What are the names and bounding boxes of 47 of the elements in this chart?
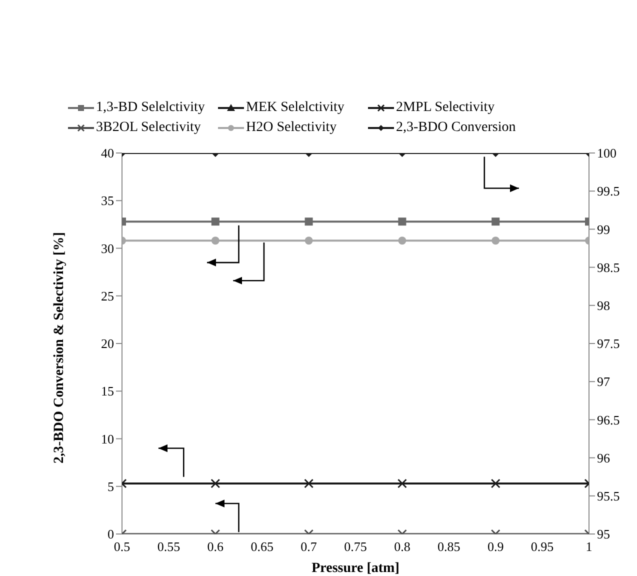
x-tick-label: 0.95 xyxy=(530,539,554,554)
point xyxy=(304,236,313,245)
y2-tick-label: 99.5 xyxy=(597,184,620,199)
x-tick-label: 1 xyxy=(586,539,592,554)
y2-tick-label: 96 xyxy=(597,450,610,466)
x-axis-title: Pressure [atm] xyxy=(312,561,400,576)
y-tick-label: 25 xyxy=(101,288,114,304)
legend-label: H2O Selectivity xyxy=(246,120,337,136)
y-tick-label: 0 xyxy=(108,526,114,542)
point xyxy=(398,236,406,245)
point xyxy=(492,218,500,226)
legend-label: 2,3-BDO Conversion xyxy=(396,120,516,136)
y2-tick-label: 98 xyxy=(597,298,610,314)
legend-label: MEK Selelctivity xyxy=(246,100,344,116)
y-tick-label: 5 xyxy=(108,478,114,494)
legend-label: 1,3-BD Selelctivity xyxy=(96,100,205,116)
y2-tick-label: 100 xyxy=(597,146,616,161)
x-tick-label: 0.65 xyxy=(250,539,274,554)
y2-tick-label: 97.5 xyxy=(597,336,620,352)
point xyxy=(211,236,220,245)
point xyxy=(304,218,313,226)
x-tick-label: 0.85 xyxy=(438,539,460,554)
point xyxy=(492,236,500,245)
legend-label: 2MPL Selectivity xyxy=(396,100,495,116)
y-tick-label: 20 xyxy=(101,336,114,352)
x-tick-label: 0.55 xyxy=(157,539,180,554)
x-tick-label: 0.6 xyxy=(207,539,224,554)
y-tick-label: 40 xyxy=(101,146,114,161)
x-tick-label: 0.8 xyxy=(394,539,410,554)
y-axis-title: 2,3-BDO Conversion & Selectivity [%] xyxy=(52,232,67,464)
legend-label: 3B2OL Selectivity xyxy=(96,120,201,136)
y2-tick-label: 98.5 xyxy=(597,260,620,275)
x-tick-label: 0.9 xyxy=(487,539,504,554)
x-tick-label: 0.5 xyxy=(114,539,130,554)
x-tick-label: 0.75 xyxy=(344,539,367,554)
y2-tick-label: 95 xyxy=(597,526,610,542)
y2-tick-label: 97 xyxy=(597,374,610,390)
y-tick-label: 10 xyxy=(101,431,114,446)
y-tick-label: 30 xyxy=(101,240,114,256)
x-tick-label: 0.7 xyxy=(300,539,318,554)
point xyxy=(398,218,406,226)
y2-tick-label: 95.5 xyxy=(597,488,620,504)
y-tick-label: 35 xyxy=(101,193,114,208)
y2-tick-label: 99 xyxy=(597,222,610,237)
y2-tick-label: 96.5 xyxy=(597,412,620,428)
y-tick-label: 15 xyxy=(101,384,114,399)
point xyxy=(211,218,220,226)
